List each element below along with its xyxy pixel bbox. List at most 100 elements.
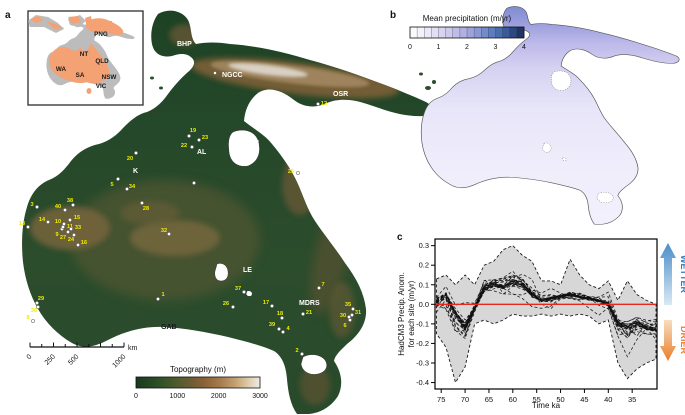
- topo-tick-label: 2000: [211, 393, 227, 400]
- site-number: 32: [161, 228, 167, 234]
- scale-bar-unit: km: [128, 345, 138, 352]
- site-dot: [197, 138, 201, 142]
- site-dot: [281, 330, 285, 334]
- site-dot: [61, 225, 65, 229]
- topography-legend-title: Topography (m): [170, 365, 226, 374]
- site-dot: [167, 232, 171, 236]
- small-island: [419, 72, 423, 76]
- tasmania-land: [86, 88, 92, 94]
- site-number: 37: [235, 286, 241, 292]
- panel-c-letter: c: [397, 232, 403, 243]
- precip-tick-label: 1: [437, 44, 441, 51]
- inset-label-vic: VIC: [96, 83, 107, 90]
- site-dot: [26, 225, 30, 229]
- site-dot: [351, 307, 355, 311]
- site-dot: [46, 220, 50, 224]
- site-dot: [63, 208, 67, 212]
- precip-colorbar-segment: [445, 27, 454, 38]
- region-label-al: AL: [197, 149, 207, 156]
- y-axis-label-line1: HadCM3 Precip. Anom.: [397, 272, 406, 356]
- site-dot: [116, 177, 120, 181]
- precip-tick-label: 3: [494, 44, 498, 51]
- precipitation-legend: Mean precipitation (m/yr) 0 1 2 3 4: [408, 14, 526, 51]
- site-dot: [270, 304, 274, 308]
- precip-colorbar-segment: [452, 27, 461, 38]
- site-anomaly-line: [436, 282, 657, 329]
- x-axis-label: Time ka: [532, 401, 561, 410]
- lake: [228, 129, 260, 167]
- site-number: 2: [295, 348, 298, 354]
- topographic-map: [22, 10, 436, 414]
- topography-colorbar: [135, 376, 261, 389]
- site-anomaly-line: [436, 280, 657, 331]
- place-dot: [213, 71, 217, 75]
- site-dot: [134, 151, 138, 155]
- precip-colorbar-segment: [481, 27, 489, 38]
- region-label-bhp: BHP: [177, 41, 192, 48]
- inset-label-nt: NT: [80, 51, 89, 58]
- small-island: [159, 86, 163, 90]
- panel-a-letter: a: [5, 10, 11, 21]
- precipitation-legend-title: Mean precipitation (m/yr): [423, 14, 512, 23]
- precip-tick-label: 4: [522, 44, 526, 51]
- site-anomaly-line: [436, 273, 657, 339]
- precip-colorbar-segment: [502, 27, 511, 38]
- topo-tick-label: 1000: [170, 393, 186, 400]
- x-tick-label: 65: [485, 395, 493, 404]
- precip-colorbar-segment: [424, 27, 432, 38]
- site-anomaly-line: [436, 278, 657, 338]
- site-dot: [280, 316, 284, 320]
- small-island: [150, 76, 154, 80]
- site-number: 3: [30, 202, 33, 208]
- wetter-annotation: WETTER: [660, 243, 685, 305]
- panel-b-letter: b: [390, 10, 396, 21]
- region-label-lc: LC: [250, 140, 259, 147]
- precip-colorbar-segment: [516, 27, 525, 38]
- site-number: 1: [161, 292, 164, 298]
- x-tick-label: 55: [533, 395, 541, 404]
- site-dot: [192, 181, 196, 185]
- y-tick-label: 0.2: [419, 261, 429, 270]
- inset-label-qld: QLD: [95, 58, 109, 65]
- site-dot: [347, 315, 351, 319]
- site-dot: [301, 312, 305, 316]
- site-number: 20: [127, 156, 133, 162]
- site-number: 16: [81, 240, 87, 246]
- australia-land: [49, 43, 110, 84]
- region-label-gab: GAB: [161, 324, 177, 331]
- topo-tick-label: 0: [134, 393, 138, 400]
- precip-colorbar-segment: [509, 27, 518, 38]
- scale-tick-label: 1000: [111, 353, 127, 369]
- envelope-band: [435, 245, 657, 384]
- site-dot: [66, 230, 70, 234]
- y-tick-label: 0.1: [419, 280, 429, 289]
- x-tick-label: 45: [580, 395, 588, 404]
- y-tick-label: -0.3: [416, 358, 429, 367]
- site-number: 24: [68, 237, 75, 243]
- site-dot: [316, 102, 320, 106]
- site-number: 4: [286, 326, 290, 332]
- lake: [214, 263, 229, 282]
- region-label-k: K: [133, 168, 138, 175]
- site-number: 39: [269, 322, 275, 328]
- x-tick-label: 70: [461, 395, 469, 404]
- topo-tick-label: 3000: [252, 393, 268, 400]
- lake: [300, 354, 327, 375]
- site-number: 17: [263, 300, 269, 306]
- anomaly-chart: 0.3 0.2 0.1 0.0 -0.1 -0.2 -0.3 -0.4 75 70 65 60 55 50…: [416, 238, 658, 404]
- site-number: 36: [31, 308, 37, 314]
- lake: [562, 157, 567, 161]
- x-tick-label: 60: [509, 395, 517, 404]
- y-tick-label: -0.2: [416, 339, 429, 348]
- y-tick-label: -0.4: [416, 378, 429, 387]
- scale-tick-label: 500: [67, 353, 80, 366]
- scale-bar: 0 250 500 1000: [26, 342, 127, 369]
- inset-locator-map: PNG NT QLD WA SA NSW VIC: [27, 10, 144, 106]
- site-dot: [35, 301, 39, 305]
- site-anomaly-line: [436, 279, 657, 331]
- site-dot: [350, 313, 354, 317]
- x-tick-label: 50: [556, 395, 564, 404]
